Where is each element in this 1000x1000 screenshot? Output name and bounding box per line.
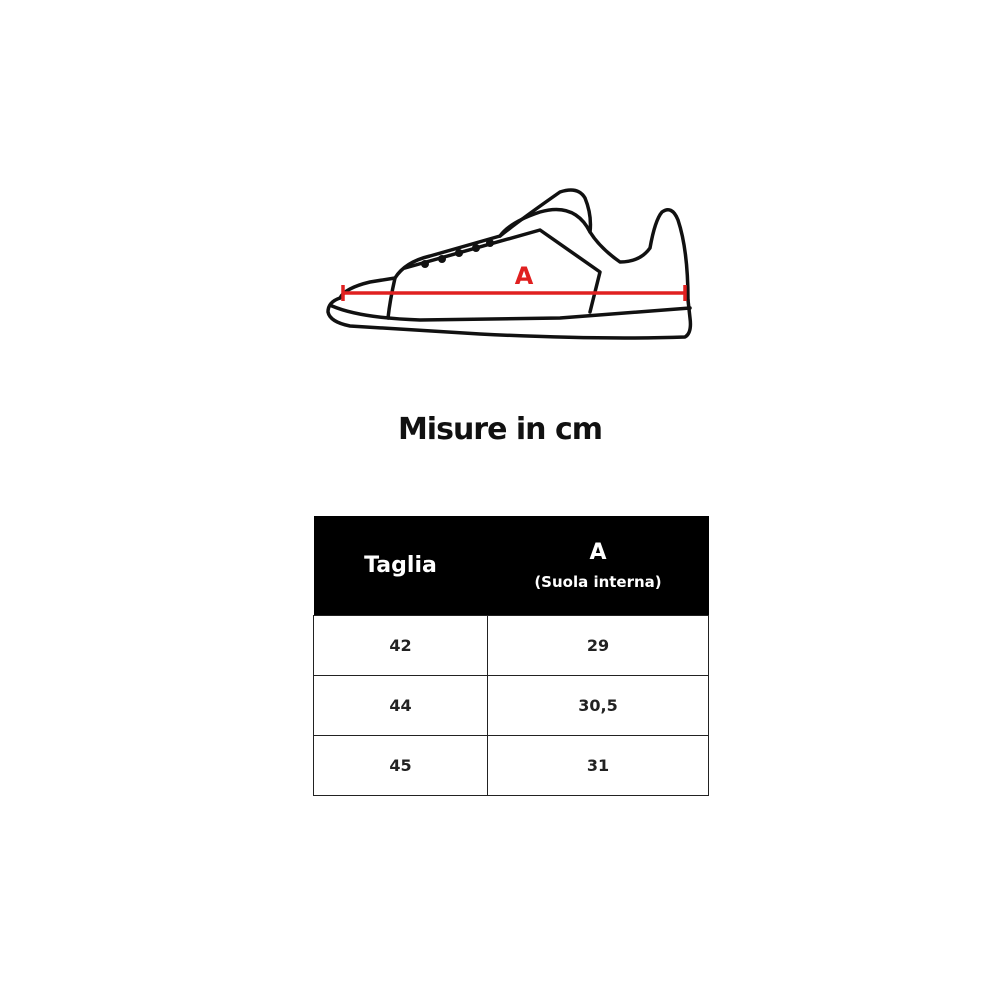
cell-size: 44 <box>313 675 488 736</box>
page-title: Misure in cm <box>397 412 603 447</box>
sole-outline <box>326 296 693 340</box>
header-a-sub: (Suola interna) <box>534 573 662 591</box>
table-row: 44 30,5 <box>313 675 709 736</box>
cell-size: 42 <box>313 615 488 676</box>
tongue-edge <box>498 207 592 238</box>
cell-a: 30,5 <box>487 675 709 736</box>
cell-a: 29 <box>487 615 709 676</box>
measure-label-a: A <box>515 262 534 290</box>
shoe-diagram: A <box>326 188 693 340</box>
header-size: Taglia <box>313 516 488 616</box>
size-table: Taglia A (Suola interna) 42 29 44 30,5 4… <box>313 516 709 796</box>
cell-a: 31 <box>487 735 709 796</box>
side-panel <box>403 228 602 314</box>
header-a-label: A <box>589 540 607 565</box>
midsole-line <box>330 304 692 322</box>
table-row: 42 29 <box>313 615 709 676</box>
lace-holes <box>421 239 494 268</box>
cell-size: 45 <box>313 735 488 796</box>
measure-line-a <box>341 285 687 301</box>
table-row: 45 31 <box>313 735 709 796</box>
toe-cap <box>386 276 397 320</box>
header-a: A (Suola interna) <box>487 516 709 616</box>
